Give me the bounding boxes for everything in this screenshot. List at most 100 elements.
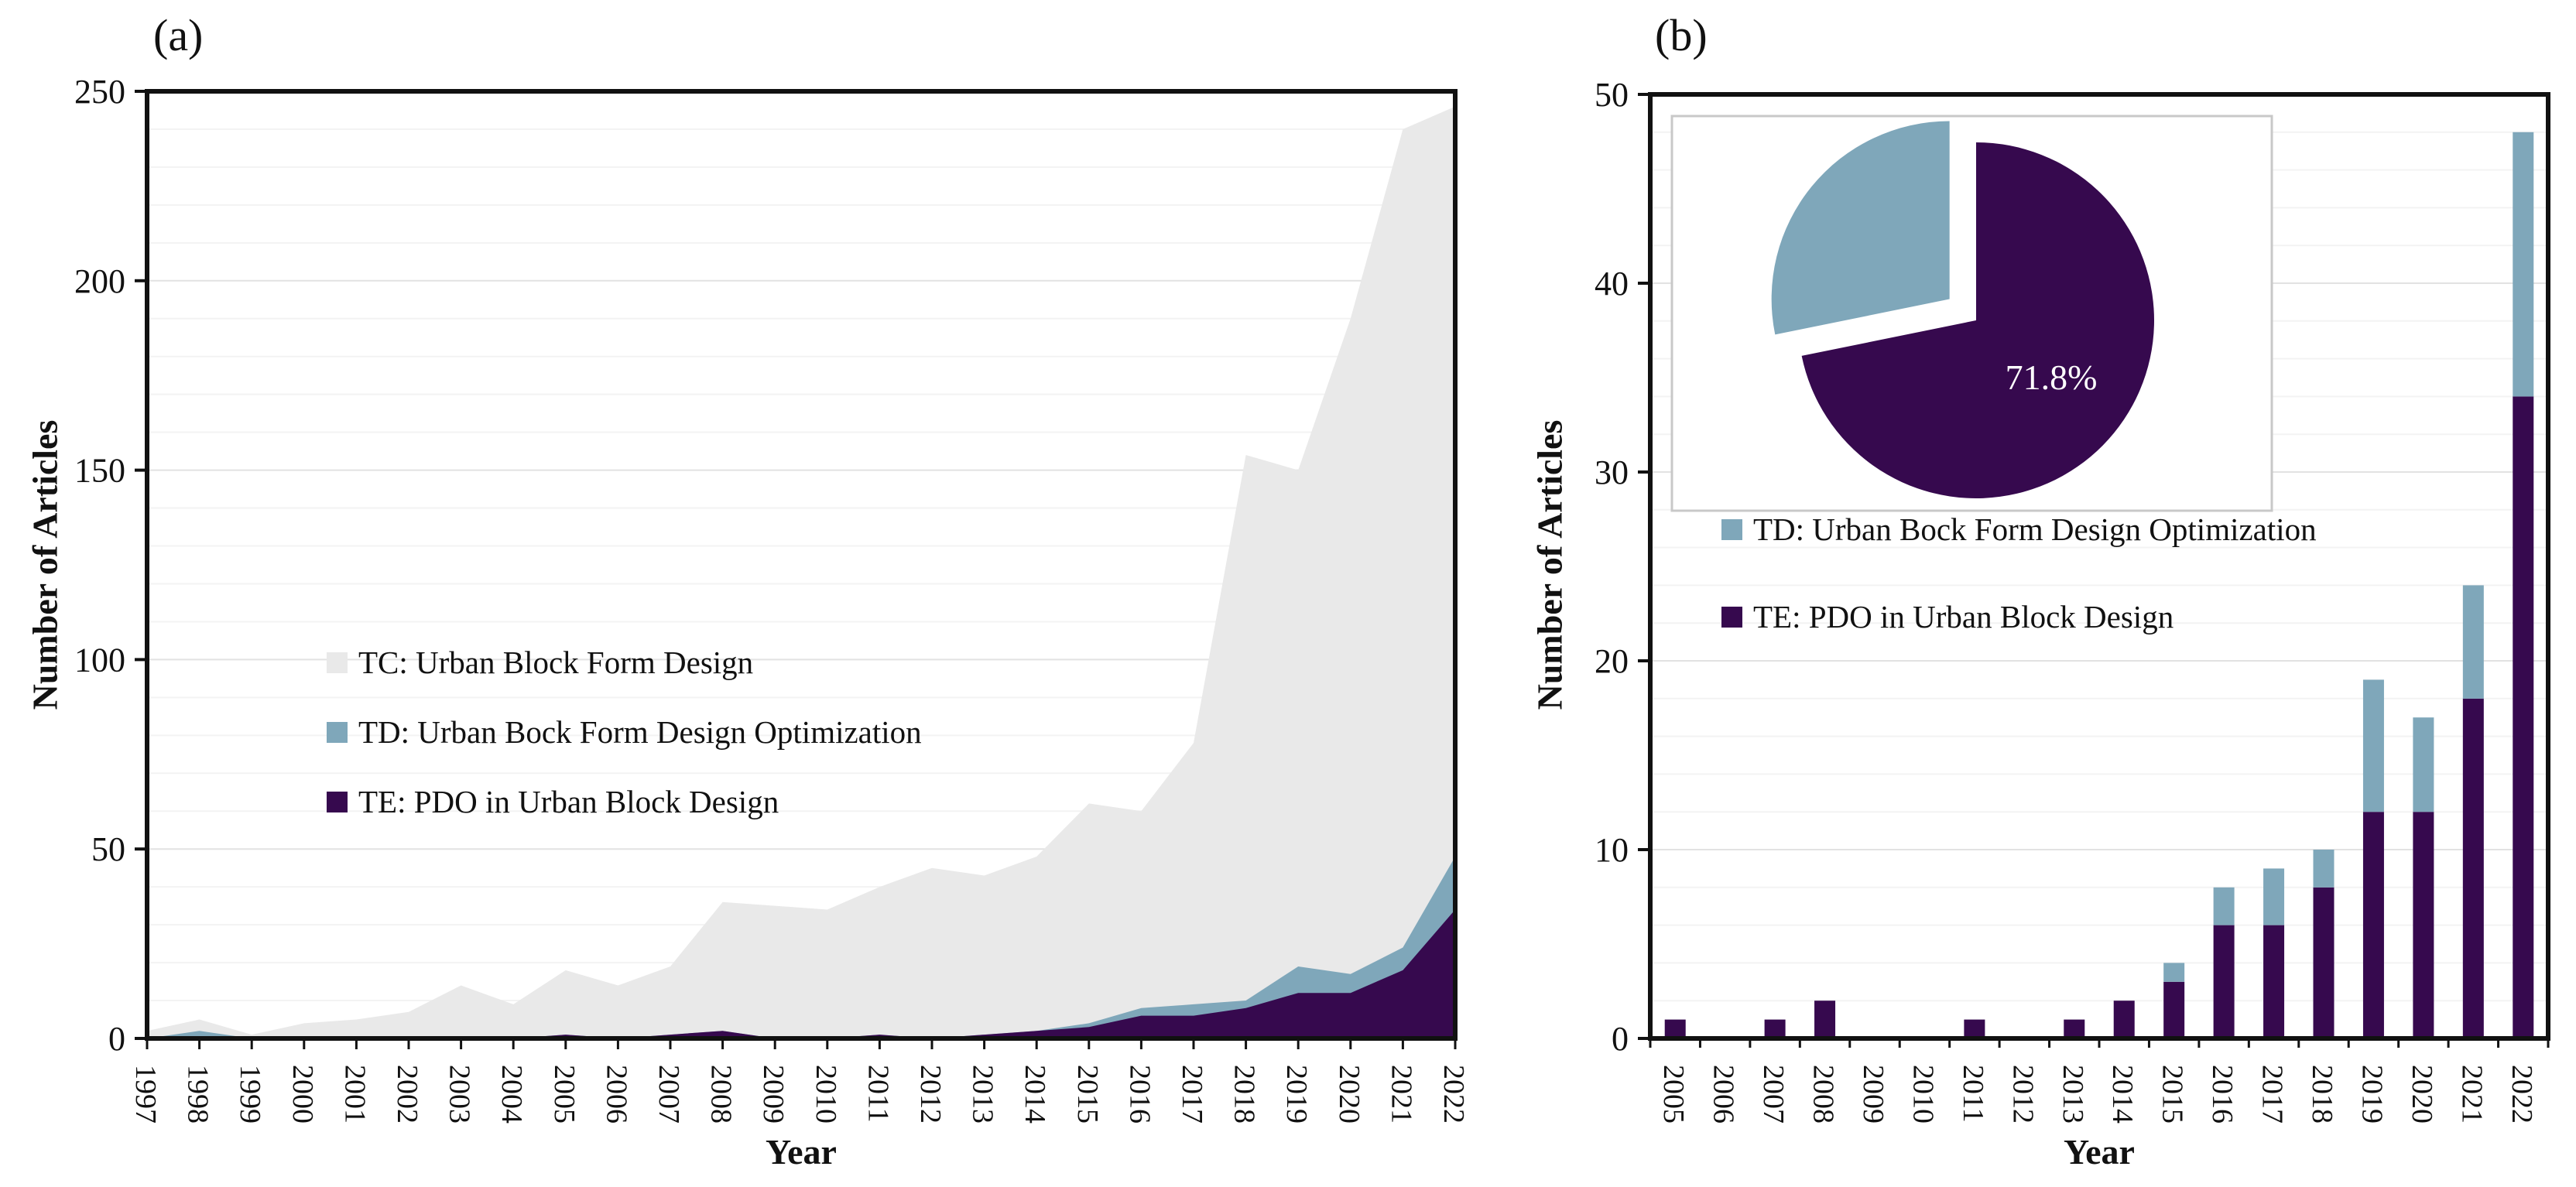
panel-b-letter: (b) <box>1655 10 1708 60</box>
panel-b-x-axis-title: Year <box>2064 1132 2135 1172</box>
legend-swatch-td-icon <box>1721 519 1742 540</box>
x-tick-label: 2009 <box>1857 1065 1889 1124</box>
x-tick-label: 2022 <box>1437 1065 1470 1124</box>
y-tick-label: 150 <box>74 452 125 490</box>
legend-item-te: TE: PDO in Urban Block Design <box>1721 601 2317 633</box>
x-tick-label: 2007 <box>653 1065 685 1124</box>
x-tick-label: 2004 <box>495 1065 528 1124</box>
x-tick-label: 2022 <box>2506 1065 2538 1124</box>
bar-te-2007 <box>1764 1019 1786 1038</box>
plot-border <box>145 89 1458 1041</box>
bar-te-2011 <box>1964 1019 1985 1038</box>
y-tick-label: 20 <box>1595 642 1629 680</box>
bar-td-2017 <box>2263 868 2285 925</box>
bar-te-2008 <box>1814 1001 1836 1038</box>
bar-td-2020 <box>2413 717 2434 812</box>
bar-td-2019 <box>2362 679 2384 812</box>
panel-b-legend: TD: Urban Bock Form Design Optimization T… <box>1721 514 2317 633</box>
bar-td-2016 <box>2213 887 2235 925</box>
legend-item-tc: TC: Urban Block Form Design <box>327 647 922 679</box>
bar-te-2015 <box>2163 981 2185 1038</box>
bar-td-2015 <box>2163 963 2185 982</box>
x-tick-label: 2008 <box>1807 1065 1840 1124</box>
y-tick-label: 0 <box>108 1020 125 1058</box>
x-tick-label: 2015 <box>2156 1065 2189 1124</box>
y-tick-label: 50 <box>1595 76 1629 114</box>
x-tick-label: 2005 <box>548 1065 581 1124</box>
x-tick-label: 2010 <box>1906 1065 1939 1124</box>
area-tc-urban-block-form-design <box>147 106 1455 1039</box>
legend-swatch-td-icon <box>327 722 348 743</box>
x-tick-label: 2013 <box>2057 1065 2089 1124</box>
bar-td-2021 <box>2462 585 2484 699</box>
legend-label: TD: Urban Bock Form Design Optimization <box>358 714 922 750</box>
legend-item-te: TE: PDO in Urban Block Design <box>327 786 922 818</box>
x-tick-label: 2011 <box>862 1065 894 1123</box>
bar-te-2016 <box>2213 925 2235 1038</box>
bar-te-2022 <box>2513 396 2534 1038</box>
pie-percentage-label: 71.8% <box>2006 357 2098 397</box>
legend-label: TD: Urban Bock Form Design Optimization <box>1753 511 2317 547</box>
x-tick-label: 1999 <box>234 1065 266 1124</box>
bar-te-2018 <box>2313 887 2334 1038</box>
bar-te-2013 <box>2064 1019 2085 1038</box>
x-tick-label: 1997 <box>129 1065 162 1124</box>
y-tick-label: 50 <box>91 830 125 868</box>
y-tick-label: 200 <box>74 262 125 300</box>
x-tick-label: 2019 <box>1280 1065 1313 1124</box>
panel-a-x-axis-title: Year <box>766 1132 837 1172</box>
bar-te-2014 <box>2113 1001 2135 1038</box>
x-tick-label: 2015 <box>1071 1065 1104 1124</box>
x-tick-label: 2021 <box>2455 1065 2488 1124</box>
x-tick-label: 2019 <box>2355 1065 2388 1124</box>
x-tick-label: 2010 <box>810 1065 842 1124</box>
x-tick-label: 2005 <box>1657 1065 1690 1124</box>
legend-swatch-te-icon <box>1721 607 1742 628</box>
x-tick-label: 2021 <box>1385 1065 1417 1124</box>
x-tick-label: 2000 <box>286 1065 319 1124</box>
x-tick-label: 2011 <box>1957 1065 1989 1123</box>
panel-b-y-axis-title: Number of Articles <box>1530 419 1570 710</box>
y-tick-label: 10 <box>1595 831 1629 869</box>
x-tick-label: 2006 <box>600 1065 632 1124</box>
x-tick-label: 2018 <box>2306 1065 2338 1124</box>
bar-td-2018 <box>2313 850 2334 888</box>
x-tick-label: 2014 <box>1019 1065 1051 1124</box>
pie-slice-te <box>1801 142 2154 498</box>
x-tick-label: 2017 <box>2256 1065 2289 1124</box>
x-tick-label: 2001 <box>338 1065 371 1124</box>
y-tick-label: 30 <box>1595 453 1629 491</box>
bar-te-2005 <box>1664 1019 1686 1038</box>
legend-swatch-tc-icon <box>327 652 348 673</box>
panel-a-letter: (a) <box>153 10 204 60</box>
area-te-pdo <box>147 909 1455 1038</box>
x-tick-label: 2002 <box>391 1065 423 1124</box>
x-tick-label: 2008 <box>705 1065 738 1124</box>
y-tick-label: 40 <box>1595 265 1629 303</box>
bar-te-2017 <box>2263 925 2285 1038</box>
x-tick-label: 2020 <box>1333 1065 1365 1124</box>
legend-swatch-te-icon <box>327 792 348 812</box>
x-tick-label: 1998 <box>182 1065 214 1124</box>
x-tick-label: 2009 <box>757 1065 790 1124</box>
bar-te-2021 <box>2462 698 2484 1038</box>
legend-item-td: TD: Urban Bock Form Design Optimization <box>327 717 922 748</box>
panel-a-legend: TC: Urban Block Form Design TD: Urban Boc… <box>327 647 922 818</box>
bar-te-2020 <box>2413 812 2434 1038</box>
bar-te-2019 <box>2362 812 2384 1038</box>
x-tick-label: 2020 <box>2406 1065 2438 1124</box>
y-tick-label: 100 <box>74 641 125 679</box>
x-tick-label: 2018 <box>1228 1065 1261 1124</box>
x-tick-label: 2013 <box>967 1065 999 1124</box>
legend-label: TC: Urban Block Form Design <box>358 645 754 680</box>
x-tick-label: 2003 <box>444 1065 476 1124</box>
x-tick-label: 2016 <box>1123 1065 1156 1124</box>
legend-label: TE: PDO in Urban Block Design <box>358 784 779 819</box>
y-tick-label: 0 <box>1612 1020 1629 1058</box>
bar-td-2022 <box>2513 132 2534 397</box>
x-tick-label: 2006 <box>1708 1065 1740 1124</box>
x-tick-label: 2016 <box>2206 1065 2239 1124</box>
y-tick-label: 250 <box>74 73 125 111</box>
x-tick-label: 2012 <box>2006 1065 2039 1124</box>
